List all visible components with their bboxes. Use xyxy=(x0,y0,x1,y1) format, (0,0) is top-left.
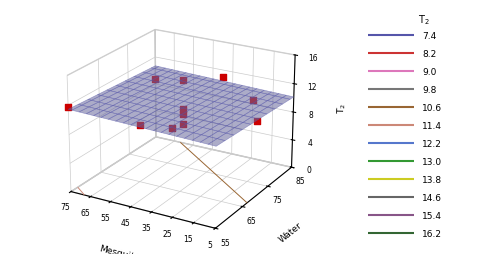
Text: 16.2: 16.2 xyxy=(422,229,442,238)
Text: 11.4: 11.4 xyxy=(422,121,442,130)
Text: 14.6: 14.6 xyxy=(422,193,442,202)
Text: 8.2: 8.2 xyxy=(422,50,436,59)
Text: 9.8: 9.8 xyxy=(422,86,436,94)
Text: 13.8: 13.8 xyxy=(422,175,442,184)
Text: 15.4: 15.4 xyxy=(422,211,442,220)
X-axis label: Mesquite: Mesquite xyxy=(98,244,141,254)
Text: 13.0: 13.0 xyxy=(422,157,442,166)
Text: T$_2$: T$_2$ xyxy=(418,13,430,27)
Text: 12.2: 12.2 xyxy=(422,139,442,148)
Text: 10.6: 10.6 xyxy=(422,103,442,112)
Text: 7.4: 7.4 xyxy=(422,32,436,41)
Text: 9.0: 9.0 xyxy=(422,68,436,76)
Y-axis label: Water: Water xyxy=(277,220,303,244)
